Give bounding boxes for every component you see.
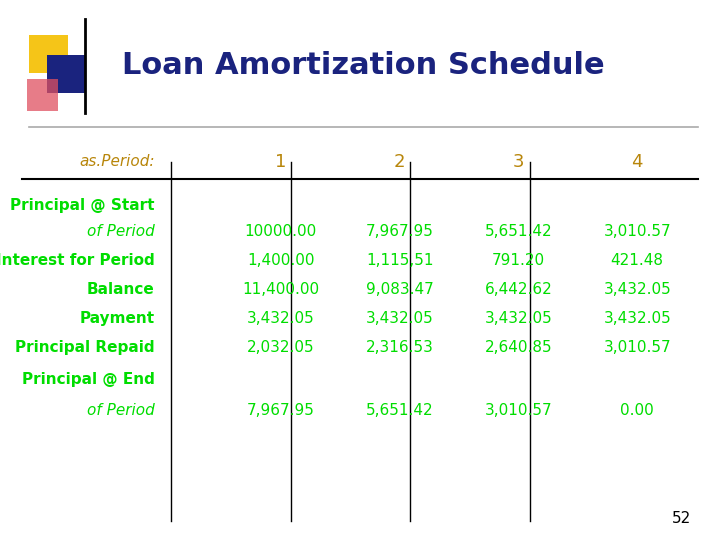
Text: of Period: of Period — [87, 403, 155, 418]
Text: 52: 52 — [672, 511, 691, 526]
Text: 2: 2 — [394, 153, 405, 171]
Text: Payment: Payment — [80, 311, 155, 326]
Text: 3,010.57: 3,010.57 — [485, 403, 552, 418]
Text: 3,432.05: 3,432.05 — [247, 311, 315, 326]
Text: 3: 3 — [513, 153, 524, 171]
Text: 1,115,51: 1,115,51 — [366, 253, 433, 268]
Text: Interest for Period: Interest for Period — [0, 253, 155, 268]
Text: Principal Repaid: Principal Repaid — [15, 340, 155, 355]
Text: as.Period:: as.Period: — [79, 154, 155, 170]
Text: 0.00: 0.00 — [621, 403, 654, 418]
Text: 2,640.85: 2,640.85 — [485, 340, 552, 355]
Text: 1,400.00: 1,400.00 — [247, 253, 315, 268]
Text: 5,651.42: 5,651.42 — [366, 403, 433, 418]
Text: 3,432.05: 3,432.05 — [366, 311, 433, 326]
Text: 6,442.62: 6,442.62 — [485, 282, 552, 297]
Text: 7,967.95: 7,967.95 — [247, 403, 315, 418]
Text: 421.48: 421.48 — [611, 253, 664, 268]
Text: 10000.00: 10000.00 — [245, 224, 317, 239]
Text: Balance: Balance — [87, 282, 155, 297]
Text: 9,083.47: 9,083.47 — [366, 282, 433, 297]
Text: 2,316.53: 2,316.53 — [366, 340, 433, 355]
Text: 3,432.05: 3,432.05 — [485, 311, 552, 326]
Text: 3,010.57: 3,010.57 — [603, 224, 671, 239]
Text: Principal @ Start: Principal @ Start — [10, 198, 155, 213]
Text: 2,032.05: 2,032.05 — [247, 340, 315, 355]
Text: 11,400.00: 11,400.00 — [242, 282, 320, 297]
Text: 3,432.05: 3,432.05 — [603, 282, 671, 297]
Text: 7,967.95: 7,967.95 — [366, 224, 433, 239]
Text: 3,432.05: 3,432.05 — [603, 311, 671, 326]
Text: Loan Amortization Schedule: Loan Amortization Schedule — [122, 51, 605, 80]
Text: 1: 1 — [275, 153, 287, 171]
Text: 5,651.42: 5,651.42 — [485, 224, 552, 239]
Text: of Period: of Period — [87, 224, 155, 239]
Text: 3,010.57: 3,010.57 — [603, 340, 671, 355]
Text: 4: 4 — [631, 153, 643, 171]
Text: Principal @ End: Principal @ End — [22, 372, 155, 387]
Text: 791.20: 791.20 — [492, 253, 545, 268]
